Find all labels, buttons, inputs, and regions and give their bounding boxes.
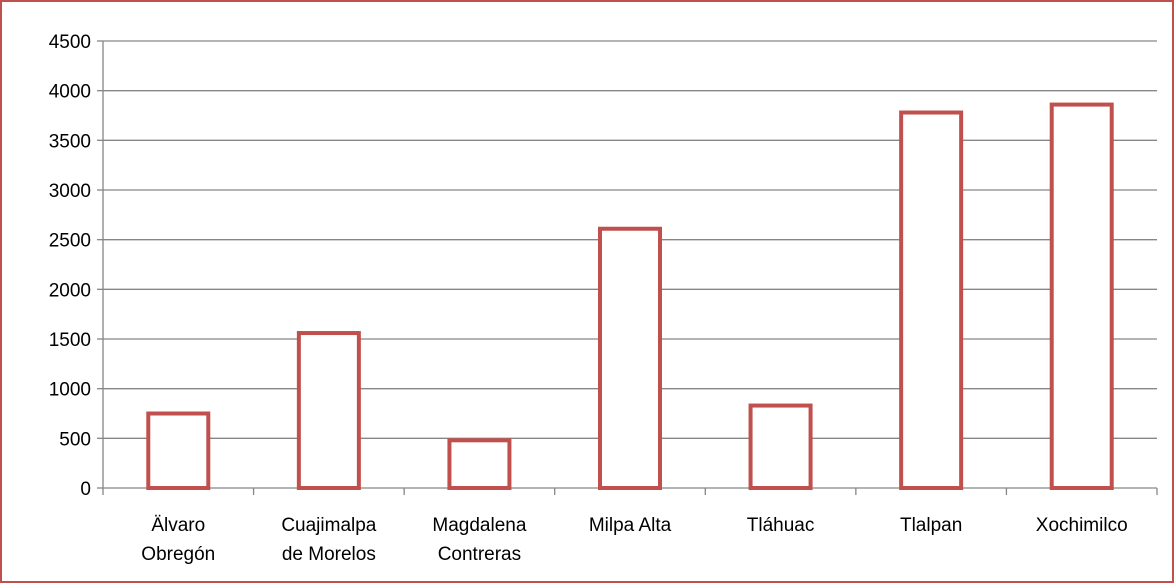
x-category-label: Xochimilco: [1036, 515, 1128, 536]
bar-1: [296, 331, 361, 491]
gridlines: [103, 40, 1157, 439]
bar-2: [447, 438, 512, 491]
x-category-label: Magdalena Contreras: [432, 515, 526, 565]
y-tick-label: 3500: [49, 131, 91, 152]
y-tick-label: 3000: [49, 181, 91, 202]
x-category-label: Milpa Alta: [589, 515, 672, 536]
y-tick-label: 0: [80, 479, 91, 500]
y-tick-label: 4000: [49, 82, 91, 103]
bar-4: [748, 403, 813, 491]
x-category-label: Cuajimalpa de Morelos: [281, 515, 376, 565]
bars: [146, 102, 1114, 491]
bar-0: [146, 411, 211, 490]
y-tick-label: 4500: [49, 32, 91, 53]
y-tick-label: 1500: [49, 330, 91, 351]
x-category-label: Älvaro Obregón: [141, 515, 215, 565]
x-category-label: Tlalpan: [900, 515, 962, 536]
bar-6: [1049, 102, 1114, 490]
x-category-labels: Älvaro Obregón Cuajimalpa de Morelos Magdale…: [141, 515, 1127, 565]
y-tick-label: 2500: [49, 231, 91, 252]
y-tick-labels: 0 500 1000 1500 2000 2500 3000 3500 4000 4500: [49, 32, 91, 500]
bar-3: [598, 226, 662, 491]
y-tick-label: 2000: [49, 280, 91, 301]
y-tick-label: 500: [59, 429, 91, 450]
x-category-label: Tláhuac: [747, 515, 815, 536]
bar-5: [899, 110, 964, 491]
y-tick-label: 1000: [49, 380, 91, 401]
